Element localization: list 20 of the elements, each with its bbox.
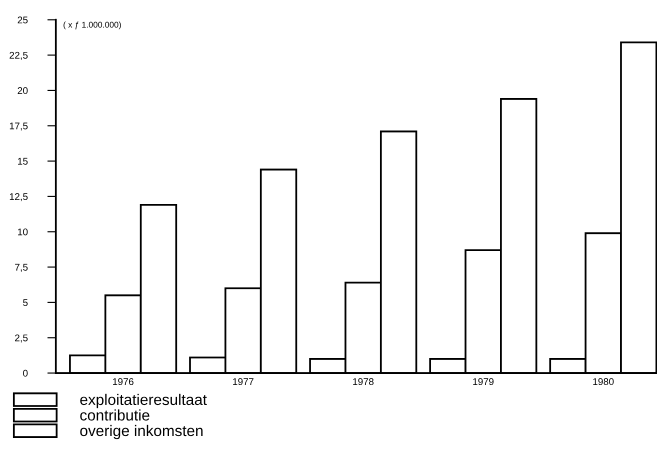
y-tick-label: 0 xyxy=(23,370,28,377)
y-tick-label: 17,5 xyxy=(10,122,28,131)
y-tick-label: 20 xyxy=(18,87,28,94)
y-tick-label: 5 xyxy=(23,299,28,306)
x-tick-label: 1980 xyxy=(593,378,614,386)
legend-label: contributie xyxy=(80,409,150,421)
y-tick-label: 12,5 xyxy=(10,193,28,202)
x-tick-label: 1978 xyxy=(353,378,374,386)
annotation: ( x ƒ 1.000.000) xyxy=(64,22,121,30)
legend-label: exploitatieresultaat xyxy=(80,394,207,408)
x-tick-label: 1977 xyxy=(233,378,254,386)
y-tick-label: 10 xyxy=(18,228,28,236)
legend-label: overige inkomsten xyxy=(80,424,203,440)
y-tick-label: 2,5 xyxy=(15,334,28,342)
x-tick-label: 1976 xyxy=(113,378,134,386)
y-tick-label: 7,5 xyxy=(15,264,28,272)
y-tick-label: 22,5 xyxy=(10,52,28,60)
x-tick-label: 1979 xyxy=(473,378,494,386)
y-tick-label: 15 xyxy=(18,158,28,165)
y-tick-label: 25 xyxy=(18,16,28,24)
